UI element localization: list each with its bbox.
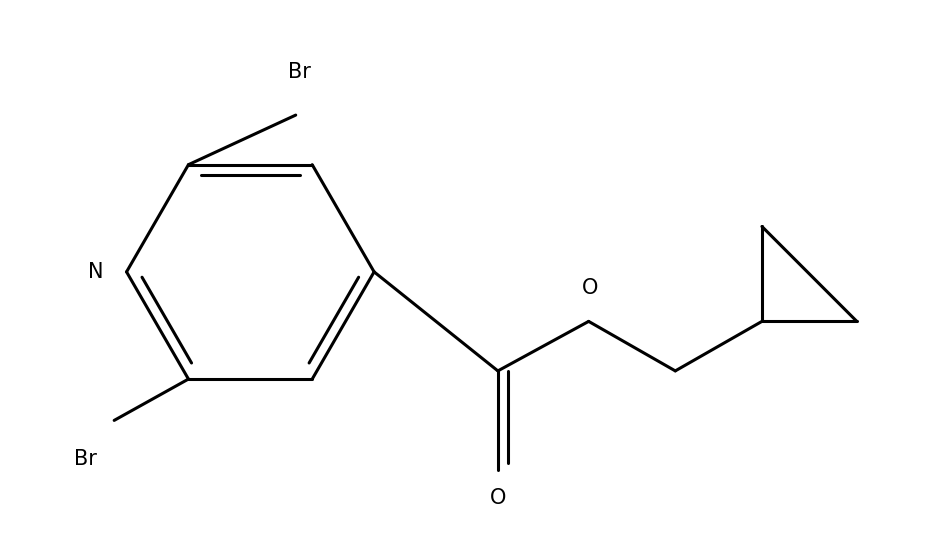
Text: O: O — [582, 278, 598, 298]
Text: Br: Br — [74, 449, 97, 469]
Text: Br: Br — [288, 62, 311, 82]
Text: N: N — [88, 262, 103, 282]
Text: O: O — [490, 488, 507, 508]
